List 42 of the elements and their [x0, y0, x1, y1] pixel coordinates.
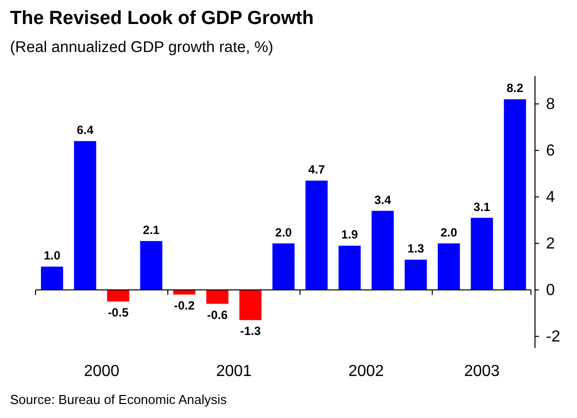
bar	[74, 141, 96, 290]
data-label: -0.2	[174, 298, 195, 313]
data-label: -0.6	[207, 308, 228, 322]
bar	[107, 290, 130, 302]
bar	[206, 290, 228, 304]
chart-subtitle: (Real annualized GDP growth rate, %)	[10, 39, 274, 56]
source-note: Source: Bureau of Economic Analysis	[10, 392, 228, 407]
bar	[239, 290, 262, 320]
data-label: 2.0	[440, 225, 458, 240]
data-label: 2.1	[142, 223, 160, 238]
data-label: 3.1	[474, 200, 491, 214]
y-tick-label: 6	[546, 142, 555, 160]
y-tick-label: 2	[546, 236, 555, 253]
bar	[40, 266, 64, 290]
bar	[272, 243, 295, 290]
data-label: 4.7	[308, 162, 326, 177]
bar	[338, 246, 361, 290]
y-tick-label: 4	[546, 189, 555, 206]
bar	[470, 218, 493, 290]
bar	[504, 99, 526, 290]
data-label: 2.0	[275, 225, 292, 240]
bar	[438, 243, 460, 290]
data-label: 3.4	[374, 192, 392, 207]
bar	[372, 210, 394, 290]
chart-title: The Revised Look of GDP Growth	[10, 8, 314, 29]
y-tick-label: -2	[546, 328, 560, 346]
data-label: -1.3	[240, 324, 262, 338]
data-label: 8.2	[506, 81, 524, 96]
data-label: -0.5	[108, 306, 129, 320]
text: 2002	[348, 363, 384, 380]
data-label: 1.3	[407, 242, 424, 256]
text: 2000	[84, 363, 120, 380]
bar	[140, 241, 162, 290]
data-label: 6.4	[76, 123, 94, 138]
data-label: 1.9	[341, 228, 358, 242]
text: 2003	[464, 363, 500, 380]
bar	[404, 260, 427, 290]
text: 2001	[216, 363, 252, 380]
y-tick-label: 8	[546, 96, 555, 114]
bar	[305, 180, 328, 290]
y-tick-label: 0	[546, 282, 555, 299]
data-label: 1.0	[44, 248, 61, 263]
